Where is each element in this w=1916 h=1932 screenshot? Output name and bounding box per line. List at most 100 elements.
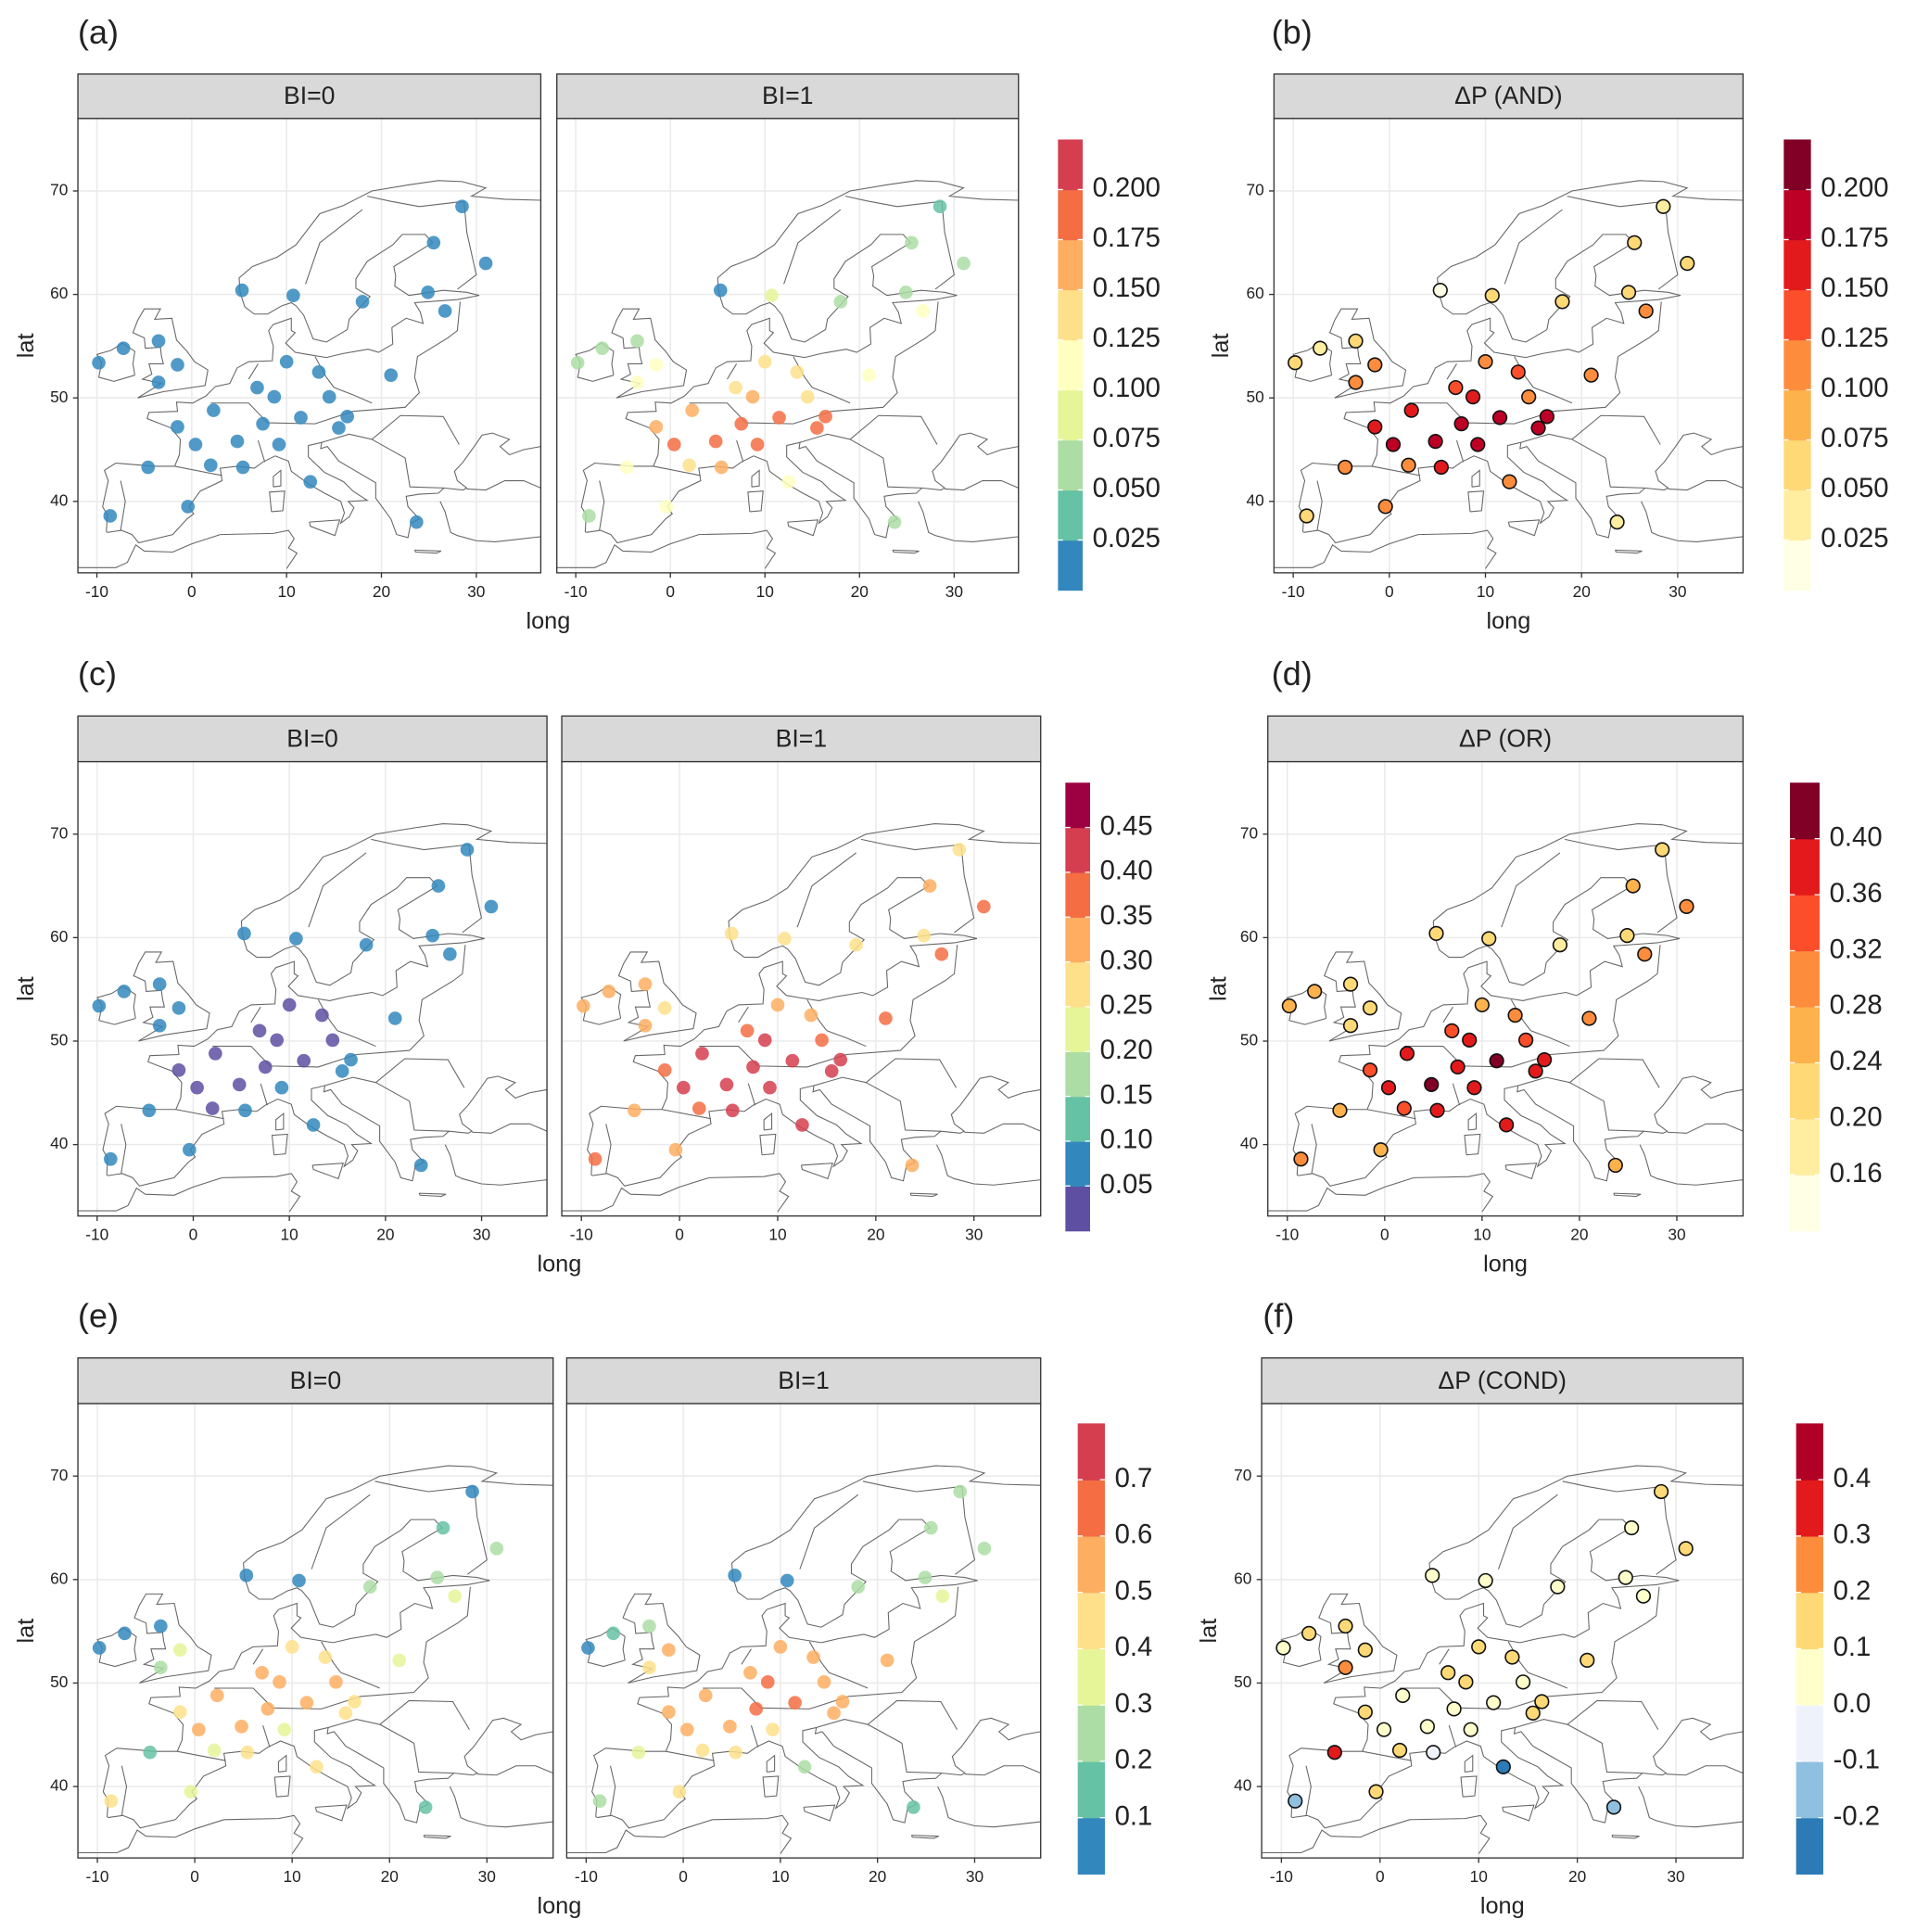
colorbar-label: 0.40 — [1830, 821, 1883, 852]
coastline — [750, 1725, 759, 1748]
station-point — [209, 1688, 224, 1703]
station-point — [1466, 1080, 1482, 1096]
x-tick-label: 10 — [768, 1226, 786, 1244]
coastline — [308, 852, 367, 928]
coastline — [96, 985, 136, 1025]
coastline — [1656, 1486, 1677, 1575]
station-point — [282, 998, 297, 1012]
coastline — [1504, 1163, 1538, 1180]
x-tick-label: 20 — [1573, 582, 1591, 601]
station-point — [1425, 1568, 1440, 1583]
x-tick-label: 20 — [851, 582, 869, 601]
station-point — [817, 1675, 831, 1689]
colorbar-bin — [1783, 489, 1811, 541]
station-point — [299, 1696, 314, 1710]
x-tick-label: 10 — [1477, 582, 1494, 601]
coastline — [964, 1765, 1041, 1776]
coastline — [1464, 1754, 1474, 1773]
colorbar-bin — [1077, 1648, 1105, 1706]
station-point — [581, 1641, 595, 1655]
coastline — [413, 549, 442, 554]
station-point — [1605, 1799, 1622, 1815]
coastline — [462, 844, 483, 934]
station-point — [695, 1743, 710, 1758]
coastline — [260, 1083, 268, 1106]
colorbar-label: 0.050 — [1093, 473, 1161, 503]
coastline — [609, 1765, 616, 1816]
x-tick-label: 30 — [1669, 582, 1686, 601]
colorbar-bin — [1795, 1423, 1823, 1481]
station-point — [602, 985, 616, 998]
station-point — [1391, 1742, 1408, 1759]
station-point — [303, 475, 318, 489]
x-tick-label: 30 — [966, 1867, 983, 1886]
station-point — [1618, 1570, 1633, 1585]
coastline — [252, 1648, 264, 1665]
station-point — [772, 411, 786, 425]
coastline — [367, 196, 464, 208]
colorbar-bin — [1077, 1760, 1105, 1819]
station-point — [448, 1589, 462, 1604]
coastline — [1298, 1075, 1744, 1187]
coastline — [1439, 1648, 1450, 1665]
station-point — [1474, 997, 1490, 1013]
station-point — [418, 1800, 433, 1814]
facet-strip — [77, 1357, 554, 1405]
station-point — [1301, 1625, 1317, 1641]
coastline — [247, 363, 259, 380]
station-point — [630, 334, 644, 349]
colorbar-label: 0.6 — [1115, 1519, 1153, 1550]
coastline — [132, 308, 209, 399]
station-point — [780, 1573, 794, 1588]
coastline — [829, 1671, 869, 1689]
station-point — [630, 375, 644, 389]
coastline — [472, 1123, 548, 1134]
coastline — [375, 1082, 450, 1132]
station-point — [1450, 1059, 1466, 1075]
station-point — [1428, 925, 1444, 942]
station-point — [628, 1103, 641, 1118]
x-tick-label: -10 — [575, 1867, 598, 1886]
coastline — [935, 1144, 1041, 1186]
colorbar-bin — [1058, 389, 1083, 441]
station-point — [277, 1722, 292, 1737]
station-point — [905, 235, 919, 250]
station-point — [181, 500, 196, 514]
colorbar-bin — [1077, 1535, 1105, 1594]
station-point — [1478, 1572, 1493, 1589]
station-point — [668, 1142, 683, 1157]
station-point — [887, 515, 902, 529]
coastline — [78, 1173, 301, 1213]
colorbar-label: 0.200 — [1821, 172, 1888, 203]
station-point — [685, 403, 699, 417]
station-point — [1530, 420, 1546, 436]
coastline — [1507, 519, 1541, 537]
y-tick-label: 50 — [1246, 388, 1263, 406]
coastline — [736, 439, 744, 463]
station-point — [340, 409, 354, 424]
y-tick-label: 40 — [50, 490, 68, 509]
station-point — [1313, 340, 1328, 356]
station-point — [1288, 355, 1303, 371]
station-point — [745, 389, 760, 404]
station-point — [1299, 508, 1314, 524]
coastline — [799, 414, 938, 445]
colorbar-label: -0.2 — [1834, 1800, 1880, 1831]
station-point — [154, 1619, 168, 1633]
coastline — [666, 1750, 715, 1761]
coastline — [586, 432, 1019, 544]
station-point — [1525, 1705, 1541, 1721]
coastline — [783, 209, 842, 285]
colorbar-label: 0.20 — [1830, 1102, 1883, 1133]
coastline — [937, 1786, 1041, 1828]
station-point — [1607, 1157, 1623, 1174]
station-point — [582, 509, 596, 523]
station-point — [1627, 235, 1643, 250]
station-point — [272, 438, 286, 451]
coastline — [1311, 1124, 1317, 1174]
coastline — [379, 1723, 454, 1774]
colorbar-label: 0.125 — [1821, 323, 1888, 353]
station-point — [1380, 1080, 1397, 1096]
station-point — [952, 843, 967, 857]
